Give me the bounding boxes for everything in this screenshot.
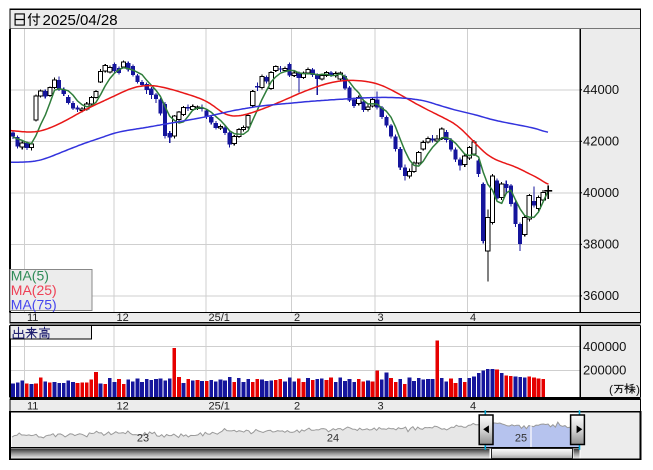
svg-text:12: 12 [117,401,129,413]
svg-text:(: ( [609,382,613,396]
svg-text:42000: 42000 [583,134,619,149]
svg-text:MA(25): MA(25) [11,282,57,298]
svg-text:25/1: 25/1 [209,401,230,413]
svg-text:4: 4 [470,312,476,324]
svg-text:3: 3 [378,312,384,324]
svg-text:400000: 400000 [583,339,626,354]
svg-text:25: 25 [515,432,527,444]
svg-text:44000: 44000 [583,82,619,97]
svg-text:36000: 36000 [583,288,619,303]
svg-text:2: 2 [294,312,300,324]
svg-text:4: 4 [470,401,476,413]
svg-text:11: 11 [27,312,38,324]
svg-text:38000: 38000 [583,237,619,252]
svg-text:): ) [636,382,640,396]
svg-text:2: 2 [294,401,300,413]
svg-text:3: 3 [378,401,384,413]
svg-text:MA(5): MA(5) [11,268,49,284]
svg-text:25/1: 25/1 [209,312,230,324]
svg-text:23: 23 [137,432,149,444]
svg-text:MA(75): MA(75) [11,297,57,313]
svg-text:40000: 40000 [583,185,619,200]
svg-text:24: 24 [327,432,339,444]
svg-text:11: 11 [27,401,38,413]
svg-text:12: 12 [117,312,129,324]
svg-text:2025/04/28: 2025/04/28 [43,12,118,29]
svg-text:200000: 200000 [583,363,626,378]
